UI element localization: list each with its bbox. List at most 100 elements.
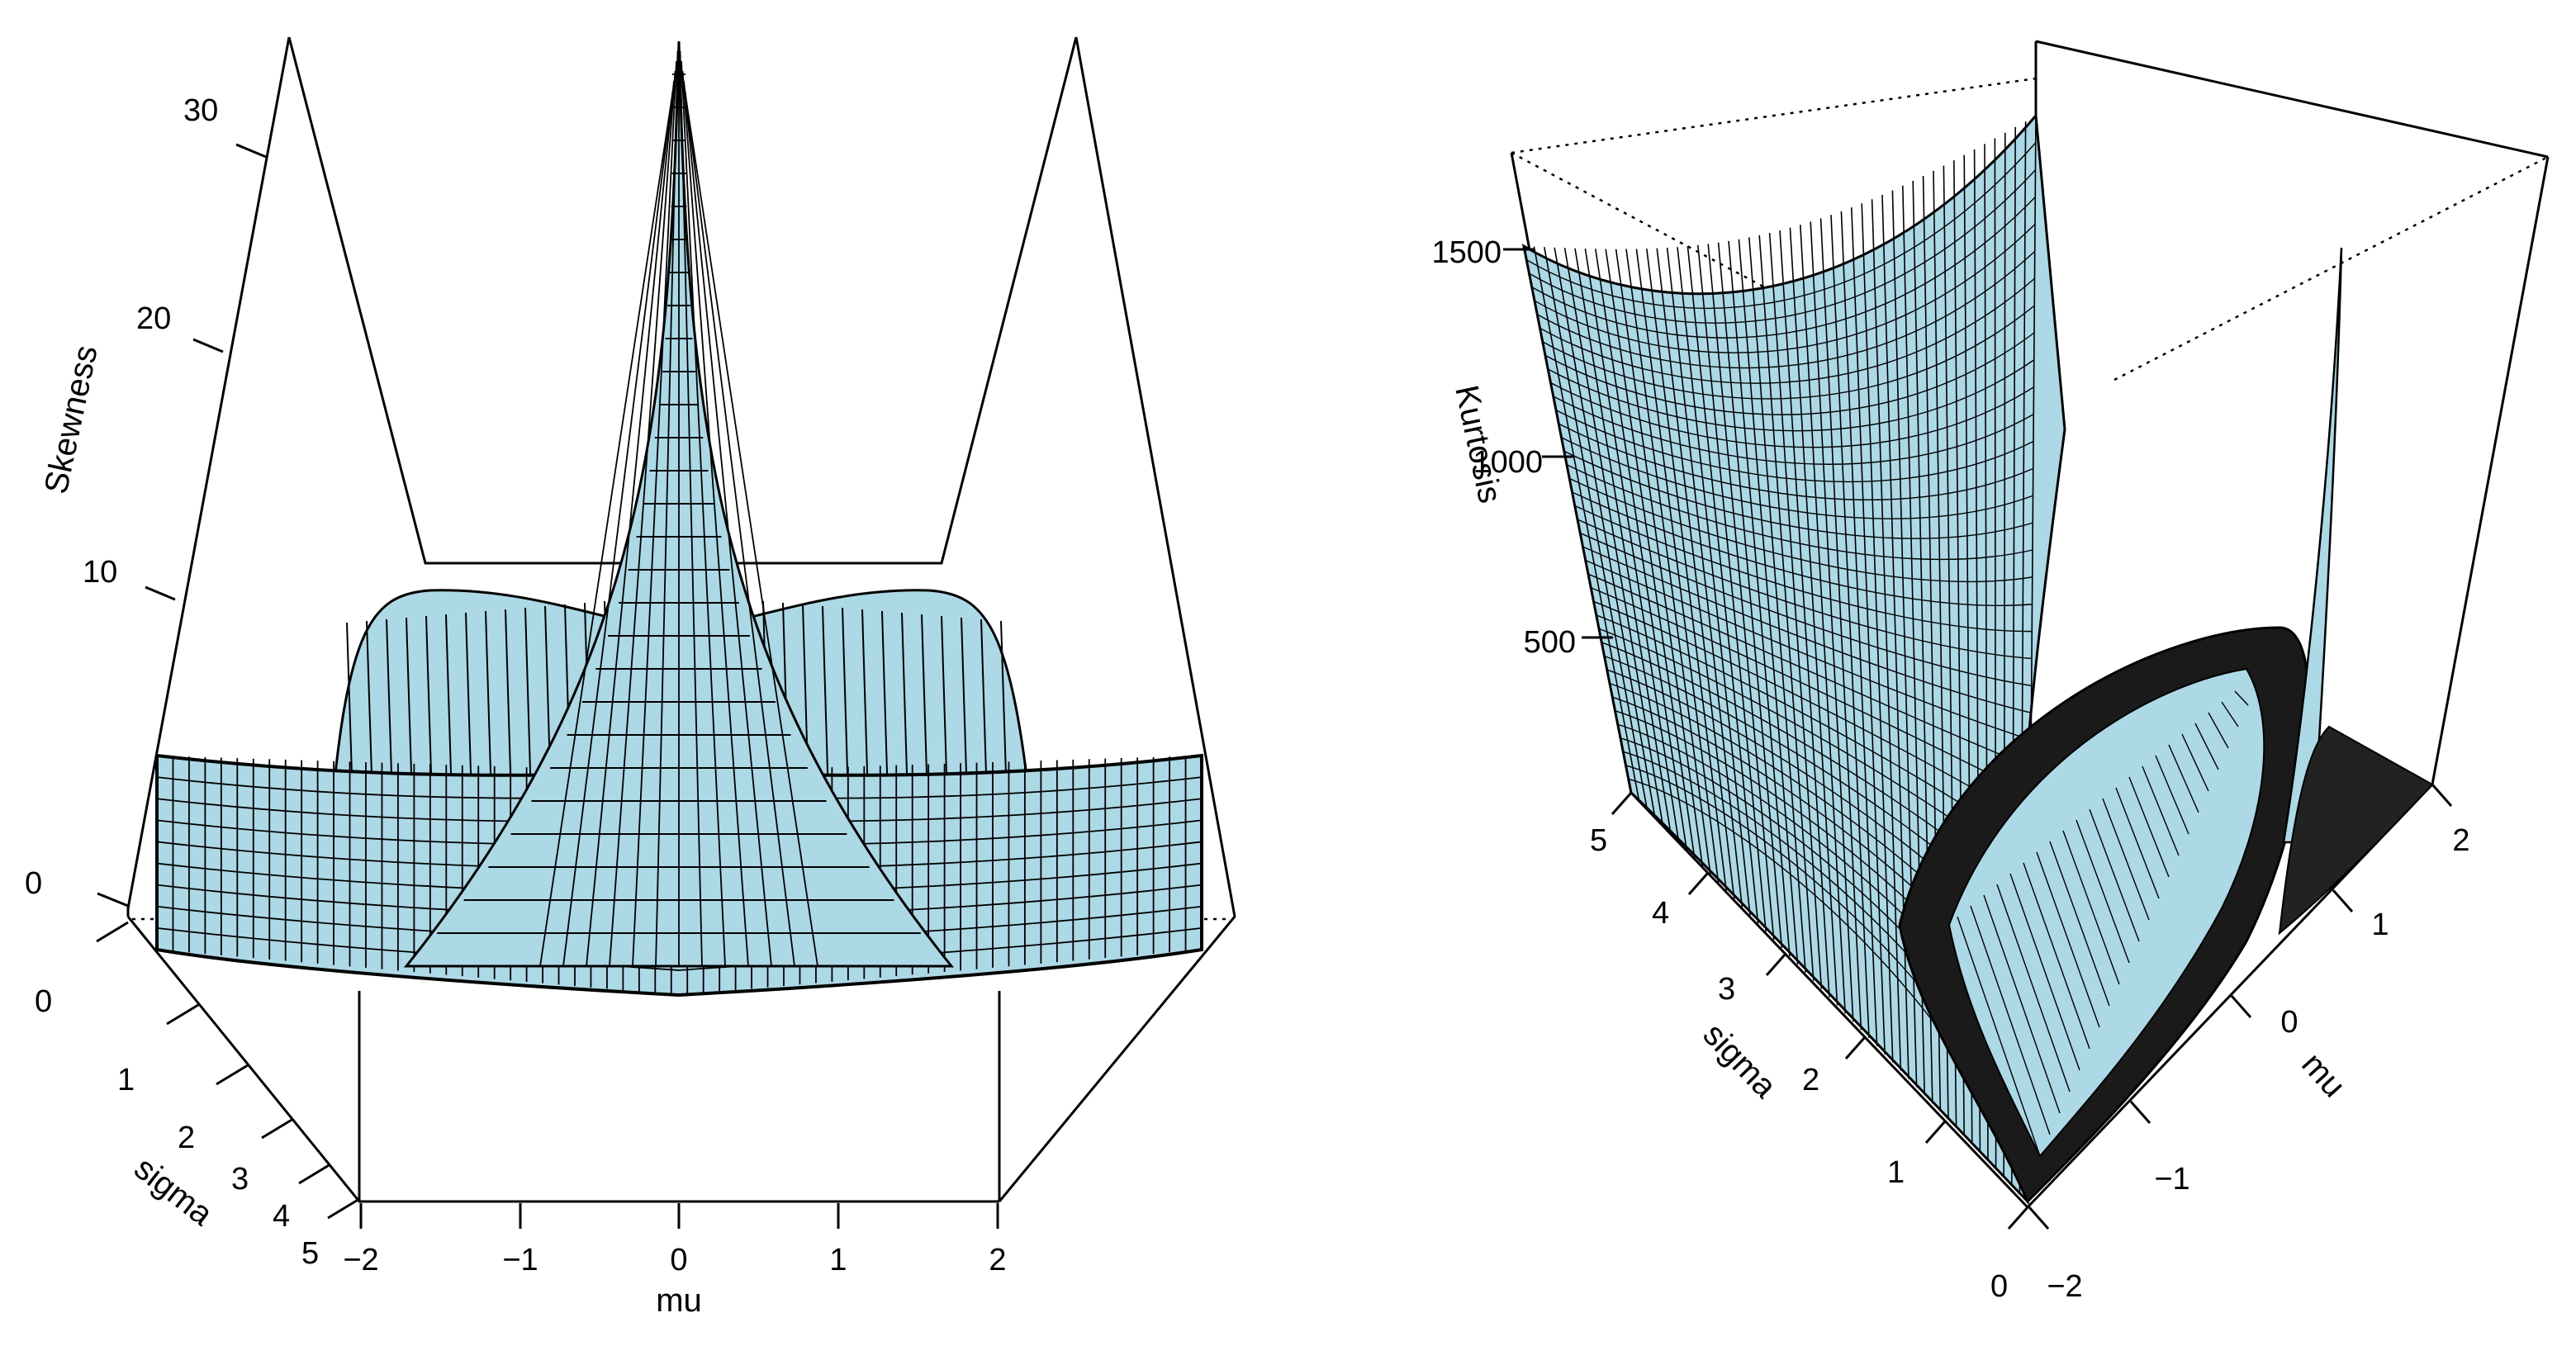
kurt-mesh-line: [1566, 464, 2033, 561]
kurt-mu-tick-label: 2: [2452, 823, 2469, 858]
skew-mesh-line: [679, 50, 703, 967]
kurt-mu-tick: [2431, 784, 2453, 807]
kurt-mu-tick-label: −1: [2154, 1162, 2189, 1197]
skew-z-tick: [235, 143, 267, 159]
skew-sigma-tick-label: 4: [273, 1199, 290, 1234]
kurt-sigma-tick-label: 3: [1718, 972, 1735, 1007]
kurt-mesh-line: [1574, 248, 1672, 834]
kurt-z-tick-label: 500: [1524, 625, 1576, 660]
kurt-mesh-line: [1738, 239, 1799, 964]
kurt-mesh-line: [2155, 755, 2189, 835]
skew-box-right-side: [998, 36, 1236, 1202]
kurt-mesh-line: [1717, 242, 1783, 949]
kurtosis-surface: [1521, 112, 2434, 1206]
skew-sigma-tick-label: 5: [301, 1236, 319, 1271]
kurt-mesh-line: [1579, 532, 2032, 687]
kurt-mu-tick: [2028, 1206, 2050, 1230]
skew-z-tick-label: 10: [83, 555, 117, 590]
skew-mu-tick-label: 0: [670, 1243, 687, 1277]
kurt-mesh-line: [1810, 221, 1854, 1022]
kurt-box-top-back: [2035, 40, 2549, 159]
skew-mu-tick-label: 2: [989, 1243, 1006, 1277]
kurt-mesh-line: [1656, 248, 1735, 899]
kurt-mesh-line: [2023, 862, 2090, 1050]
skew-sigma-tick: [166, 1003, 199, 1026]
kurt-mesh-line: [1568, 477, 2033, 583]
kurt-mesh-line: [2089, 808, 2140, 942]
kurt-mesh-line: [2234, 690, 2249, 706]
kurt-mesh-line: [1789, 227, 1838, 1006]
kurt-mu-tick-label: 1: [2371, 908, 2389, 942]
skew-z-tick-label: 0: [25, 866, 42, 901]
kurt-mesh-line: [1534, 223, 2036, 353]
skew-z-tick-label: 30: [183, 93, 218, 128]
skew-mu-tick-label: 1: [829, 1243, 847, 1277]
skew-mesh-line: [539, 100, 672, 967]
kurt-mesh-line: [1525, 142, 2037, 310]
skew-sigma-tick-label: 1: [117, 1063, 135, 1097]
kurt-mesh-line: [1697, 244, 1767, 932]
skew-sigma-axis-label: sigma: [127, 1149, 220, 1233]
skew-mesh-line: [609, 70, 676, 967]
skew-sigma-tick-label: 0: [35, 984, 52, 1019]
skew-mesh-line: [683, 80, 772, 967]
kurt-mesh-line: [1666, 247, 1743, 908]
kurt-mesh-line: [1779, 230, 1830, 998]
kurt-mesh-line: [1819, 218, 1862, 1031]
kurt-sigma-tick-label: 2: [1802, 1063, 1819, 1097]
kurt-mesh-line: [1574, 505, 2033, 633]
kurt-mesh-line: [1544, 332, 2035, 415]
kurt-sigma-tick: [1765, 953, 1787, 976]
kurt-mu-tick: [2129, 1101, 2151, 1124]
skew-mesh-line: [681, 70, 749, 967]
skew-mesh-line: [684, 90, 795, 967]
kurt-mesh-line: [1542, 305, 2035, 400]
kurt-mesh-line: [2142, 765, 2180, 856]
kurt-mesh-line: [1582, 546, 2032, 713]
skewness-surface: [155, 40, 1203, 998]
skew-box-left-side: [126, 36, 291, 917]
kurt-mesh-line: [1605, 249, 1696, 859]
skew-mu-axis: −2 −1 0 1 2 mu: [343, 1203, 1007, 1319]
kurt-mesh-line: [1646, 249, 1727, 891]
kurt-mesh-line: [2208, 712, 2229, 749]
kurt-mesh-line: [1590, 587, 2032, 795]
skew-mesh-line: [632, 60, 677, 967]
skew-z-tick-label: 20: [136, 301, 171, 336]
skew-sigma-tick: [298, 1163, 331, 1185]
kurt-mesh-line: [1554, 247, 1656, 818]
kurt-mesh-line: [1539, 277, 2035, 384]
kurt-mu-tick: [2332, 889, 2354, 912]
kurt-sigma-tick: [1844, 1036, 1867, 1059]
kurt-mesh-line: [2194, 723, 2219, 770]
skew-mesh-line: [156, 927, 1203, 971]
kurt-mesh-line: [1529, 169, 2037, 324]
kurt-z-axis-label: Kurtosis: [1448, 382, 1508, 506]
kurt-mesh-line: [1536, 250, 2036, 369]
kurt-mu-tick: [2230, 995, 2252, 1018]
kurt-mesh-line: [2062, 830, 2120, 985]
kurt-mesh-line: [2128, 776, 2170, 878]
kurt-z-tick-label: 1000: [1473, 445, 1543, 480]
kurt-mesh-line: [1561, 437, 2033, 519]
kurt-mesh-line: [1970, 905, 2051, 1135]
kurt-mesh-line: [1707, 244, 1775, 941]
skew-mesh-line: [686, 100, 818, 967]
kurt-mesh-line: [1957, 916, 2041, 1157]
skew-z-tick: [145, 585, 176, 601]
kurt-sigma-tick-label: 5: [1590, 823, 1607, 858]
kurt-mesh-line: [2009, 873, 2080, 1071]
skew-mu-tick-label: −2: [343, 1243, 378, 1277]
skew-sigma-tick: [327, 1197, 360, 1220]
skew-sigma-axis: 0 1 2 3 4 5 sigma: [35, 921, 360, 1271]
skew-z-tick: [97, 892, 129, 908]
kurt-mesh-line: [2168, 744, 2199, 813]
kurt-z-tick-label: 1500: [1431, 235, 1501, 270]
kurt-mesh-line: [1996, 884, 2071, 1092]
kurt-mesh-line: [1830, 215, 1870, 1039]
kurt-mesh-line: [1595, 249, 1687, 851]
skew-mu-axis-label: mu: [656, 1282, 702, 1319]
kurt-mesh-line: [1861, 203, 1894, 1063]
kurt-mesh-line: [2221, 701, 2239, 728]
